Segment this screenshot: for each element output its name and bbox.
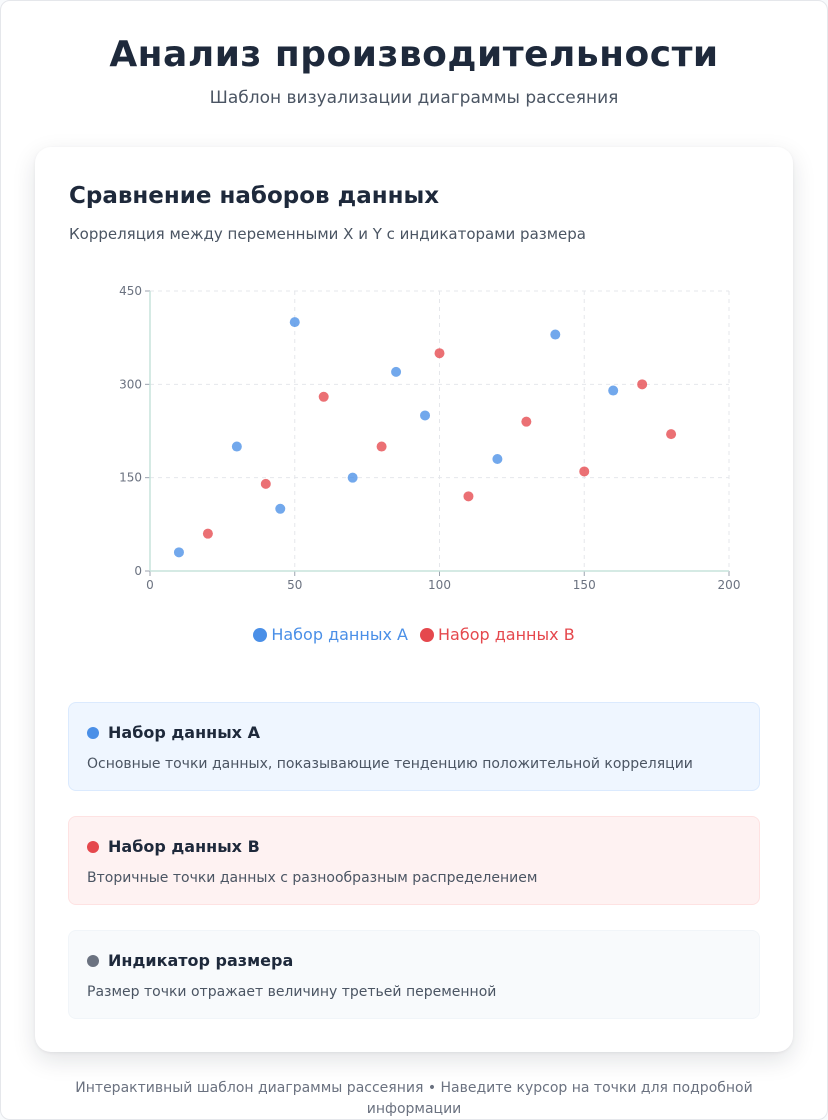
info-dot-b — [87, 840, 99, 853]
data-point-b[interactable] — [666, 429, 677, 440]
legend-dot-a — [253, 627, 268, 642]
data-point-a[interactable] — [420, 410, 431, 421]
page-subtitle: Шаблон визуализации диаграммы рассеяния — [209, 88, 619, 108]
card-title: Сравнение наборов данных — [69, 183, 440, 209]
data-point-b[interactable] — [521, 416, 532, 427]
x-tick-label: 50 — [287, 578, 302, 592]
legend-label-a: Набор данных A — [271, 625, 408, 644]
legend-label-b: Набор данных B — [437, 625, 575, 644]
info-text-size: Размер точки отражает величину третьей п… — [87, 984, 497, 1000]
data-point-a[interactable] — [550, 329, 561, 340]
data-point-a[interactable] — [289, 317, 300, 328]
y-tick-label: 450 — [119, 284, 142, 298]
scatter-chart: 0 50 100 150 200 0 150 300 450 — [119, 284, 741, 592]
data-point-a[interactable] — [231, 441, 242, 452]
y-tick-label: 300 — [119, 377, 142, 391]
info-title-size: Индикатор размера — [108, 951, 294, 970]
data-point-a[interactable] — [492, 454, 503, 464]
data-point-a[interactable] — [173, 547, 184, 558]
info-dot-size — [87, 954, 99, 967]
chart-legend: Набор данных A Набор данных B — [35, 625, 793, 644]
footer-note: Интерактивный шаблон диаграммы рассеяния… — [75, 1080, 753, 1117]
data-point-a[interactable] — [608, 385, 619, 396]
data-point-b[interactable] — [318, 391, 329, 402]
data-point-b[interactable] — [637, 379, 648, 390]
info-title-b: Набор данных B — [108, 837, 260, 856]
info-box-size: Индикатор размера Размер точки отражает … — [68, 930, 760, 1019]
data-point-b[interactable] — [260, 478, 271, 489]
legend-item-a[interactable]: Набор данных A — [253, 625, 408, 644]
data-point-a[interactable] — [391, 366, 402, 377]
data-point-b[interactable] — [579, 466, 590, 477]
x-tick-label: 200 — [718, 578, 741, 592]
data-point-b[interactable] — [202, 528, 213, 539]
data-point-b[interactable] — [463, 491, 474, 502]
y-tick-label: 150 — [119, 471, 142, 485]
info-box-series-b: Набор данных B Вторичные точки данных с … — [68, 816, 760, 905]
legend-dot-b — [419, 627, 434, 642]
x-tick-label: 0 — [146, 578, 154, 592]
y-tick-label: 0 — [134, 564, 142, 578]
page-title: Анализ производительности — [109, 34, 719, 75]
x-tick-label: 100 — [428, 578, 451, 592]
info-title-a: Набор данных A — [108, 723, 260, 742]
data-point-a[interactable] — [275, 503, 286, 514]
data-point-a[interactable] — [347, 472, 358, 483]
x-tick-label: 150 — [573, 578, 596, 592]
card-subtitle: Корреляция между переменными X и Y с инд… — [69, 225, 586, 243]
info-dot-a — [87, 726, 99, 739]
info-text-a: Основные точки данных, показывающие тенд… — [87, 756, 693, 772]
info-text-b: Вторичные точки данных с разнообразным р… — [87, 870, 538, 886]
data-point-b[interactable] — [434, 348, 445, 359]
data-point-b[interactable] — [376, 441, 387, 452]
chart-card: Сравнение наборов данных Корреляция межд… — [35, 147, 793, 1052]
info-box-series-a: Набор данных A Основные точки данных, по… — [68, 702, 760, 791]
legend-item-b[interactable]: Набор данных B — [419, 625, 575, 644]
